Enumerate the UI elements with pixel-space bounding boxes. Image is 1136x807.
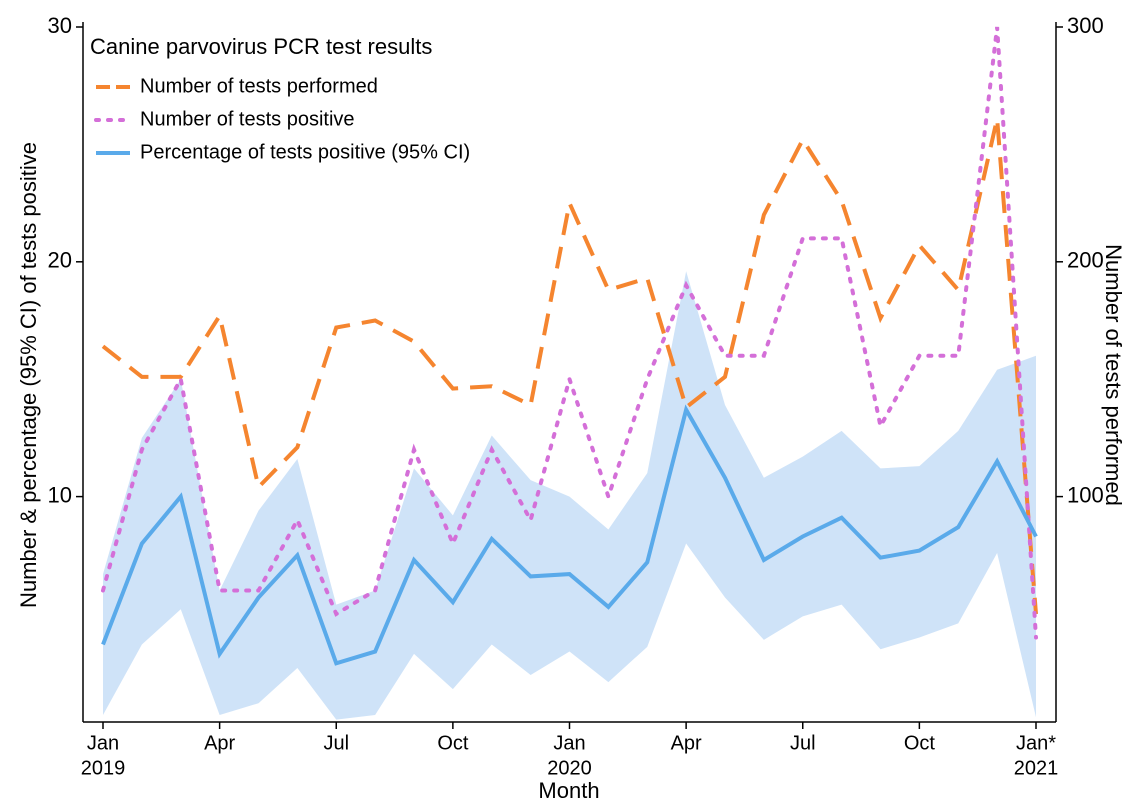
series-line (101, 404, 1038, 666)
x-tick-label: Jul (323, 732, 349, 754)
legend-label: Percentage of tests positive (95% CI) (140, 141, 470, 163)
x-tick-year: 2021 (1014, 757, 1059, 779)
x-tick-label: Jan* (1016, 732, 1056, 754)
x-tick-year: 2020 (547, 757, 592, 779)
x-tick-label: Jan (87, 732, 119, 754)
y2-axis-label: Number of tests performed (1101, 244, 1126, 506)
y-tick-label: 20 (48, 248, 72, 273)
series-line (101, 26, 1038, 640)
legend-title: Canine parvovirus PCR test results (90, 34, 432, 59)
y-tick-label: 10 (48, 482, 72, 507)
x-axis-label: Month (538, 778, 599, 802)
x-tick-label: Oct (437, 732, 469, 754)
y2-tick-label: 200 (1067, 248, 1104, 273)
x-tick-label: Apr (671, 732, 702, 754)
legend-label: Number of tests positive (140, 108, 355, 130)
y2-tick-label: 300 (1067, 13, 1104, 38)
y-tick-label: 30 (48, 13, 72, 38)
series-line (101, 118, 1038, 615)
x-tick-label: Oct (904, 732, 936, 754)
x-tick-label: Apr (204, 732, 235, 754)
legend-label: Number of tests performed (140, 75, 378, 97)
ci-band (103, 271, 1036, 720)
x-tick-label: Jan (553, 732, 585, 754)
y2-tick-label: 100 (1067, 482, 1104, 507)
x-tick-year: 2019 (81, 757, 126, 779)
x-tick-label: Jul (790, 732, 816, 754)
y-axis-label: Number & percentage (95% CI) of tests po… (16, 142, 41, 608)
